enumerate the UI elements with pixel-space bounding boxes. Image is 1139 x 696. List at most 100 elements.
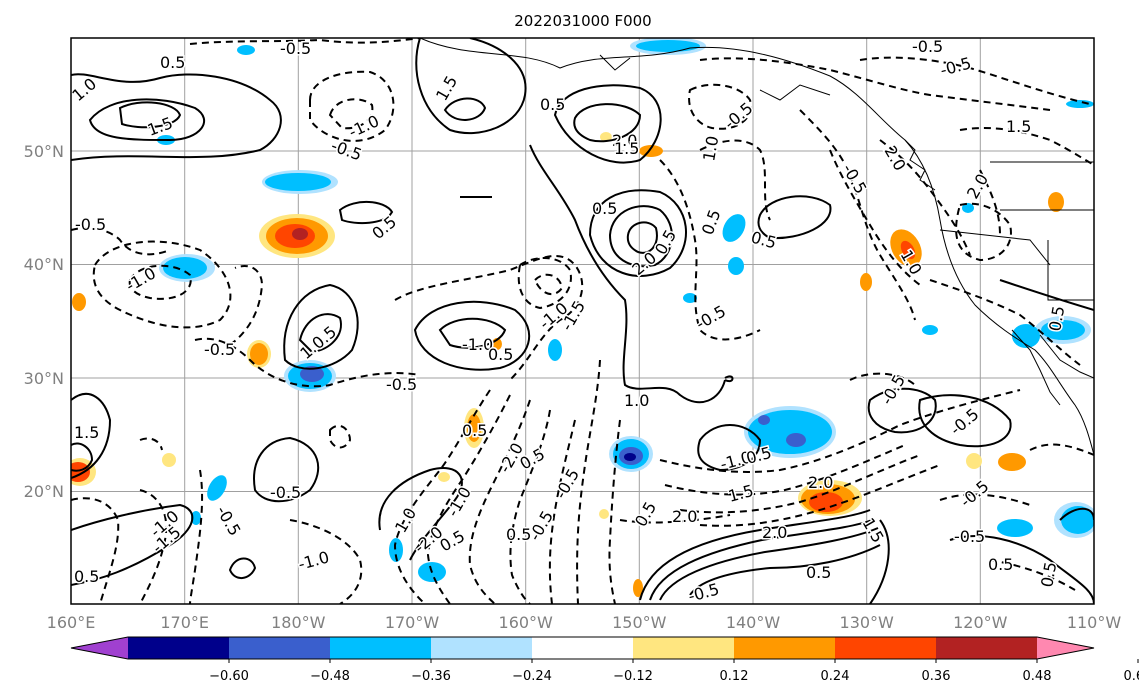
shaded-blob bbox=[237, 45, 255, 55]
colorbar-segment bbox=[633, 637, 735, 659]
contour-label: 0.5 bbox=[1045, 304, 1068, 332]
x-tick-label: 180°W bbox=[271, 613, 326, 632]
shaded-blob bbox=[548, 339, 562, 361]
x-tick-label: 160°E bbox=[47, 613, 96, 632]
colorbar-segment bbox=[532, 637, 634, 659]
shaded-blob bbox=[624, 453, 636, 461]
shaded-blob bbox=[997, 519, 1033, 537]
y-tick-label: 20°N bbox=[24, 482, 64, 501]
colorbar-tick-label: 0.24 bbox=[821, 669, 850, 684]
x-axis-ticks: 160°E 170°E 180°W 170°W 160°W 150°W 140°… bbox=[47, 613, 1122, 632]
shaded-blob bbox=[786, 433, 806, 447]
shaded-blob bbox=[633, 579, 643, 597]
dashed-contours bbox=[71, 38, 1094, 604]
shaded-anomalies bbox=[71, 38, 1094, 597]
contour-label: -0.5 bbox=[204, 340, 235, 359]
contour-label: 1.5 bbox=[614, 139, 639, 158]
solid-contours bbox=[71, 38, 1094, 604]
contour-label: 0.5 bbox=[592, 199, 617, 218]
map-frame bbox=[70, 37, 1095, 605]
colorbar-tick-label: 0.36 bbox=[922, 669, 951, 684]
colorbar-extend-low bbox=[71, 637, 128, 659]
contour-label: -1.0 bbox=[462, 335, 493, 354]
shaded-blob bbox=[250, 343, 268, 365]
map-area bbox=[71, 38, 1094, 604]
colorbar-tick-label: 0.48 bbox=[1023, 669, 1052, 684]
shaded-blob bbox=[636, 40, 700, 52]
shaded-blob bbox=[728, 257, 744, 275]
contour-label: 2.0 bbox=[672, 507, 697, 526]
contour-label: 0.5 bbox=[540, 95, 565, 114]
x-tick-label: 170°W bbox=[385, 613, 440, 632]
contour-label: 1.5 bbox=[74, 423, 99, 442]
shaded-blob bbox=[860, 273, 872, 291]
shaded-blob bbox=[600, 132, 612, 142]
contour-label: -0.5 bbox=[75, 215, 106, 234]
colorbar-extend-high bbox=[1037, 637, 1094, 659]
contour-label: 0.5 bbox=[488, 345, 513, 364]
shaded-blob bbox=[1041, 320, 1085, 340]
shaded-blob bbox=[758, 415, 770, 425]
colorbar-segment bbox=[128, 637, 230, 659]
shaded-blob bbox=[72, 293, 86, 311]
shaded-blob bbox=[292, 228, 308, 240]
colorbar: −0.60 −0.48 −0.36 −0.24 −0.12 0.12 0.24 0.36 0.4… bbox=[70, 636, 1139, 684]
shaded-blob bbox=[599, 509, 609, 519]
contour-label: 2.0 bbox=[612, 131, 637, 150]
shaded-blob bbox=[1048, 192, 1064, 212]
colorbar-tick-label: −0.36 bbox=[411, 669, 451, 684]
shaded-blob bbox=[1012, 324, 1040, 348]
x-tick-label: 160°W bbox=[499, 613, 554, 632]
colorbar-tick-label: −0.24 bbox=[512, 669, 552, 684]
contour-label: 1.0 bbox=[624, 391, 649, 410]
contour-label: 0.5 bbox=[988, 555, 1013, 574]
y-tick-label: 30°N bbox=[24, 369, 64, 388]
colorbar-segment bbox=[330, 637, 432, 659]
contour-label: 0.5 bbox=[74, 567, 99, 586]
x-tick-label: 110°W bbox=[1067, 613, 1122, 632]
shaded-blob bbox=[191, 511, 201, 525]
contour-label: -0.5 bbox=[386, 375, 417, 394]
colorbar-segment bbox=[734, 637, 836, 659]
shaded-blob bbox=[639, 145, 663, 157]
shaded-blob bbox=[1066, 100, 1094, 108]
contour-label: 1.5 bbox=[1006, 117, 1031, 136]
contour-label: 2.0 bbox=[762, 523, 787, 542]
shaded-blob bbox=[998, 453, 1026, 471]
colorbar-tick-label: 0.12 bbox=[720, 669, 749, 684]
shaded-blob bbox=[966, 453, 982, 469]
colorbar-tick-label: 0.60 bbox=[1124, 669, 1139, 684]
shaded-blob bbox=[71, 462, 90, 482]
contour-label: 0.5 bbox=[160, 53, 185, 72]
coastlines bbox=[419, 38, 1094, 456]
shaded-blob bbox=[900, 240, 916, 260]
y-tick-label: 40°N bbox=[24, 255, 64, 274]
x-tick-label: 130°W bbox=[840, 613, 895, 632]
colorbar-segment bbox=[936, 637, 1038, 659]
colorbar-segment bbox=[229, 637, 331, 659]
contour-label: 1.0 bbox=[699, 134, 722, 162]
gridlines bbox=[71, 38, 1094, 604]
shaded-blob bbox=[962, 203, 974, 213]
contour-label: -0.5 bbox=[686, 579, 721, 605]
contour-label: 0.5 bbox=[806, 563, 831, 582]
colorbar-tick-label: −0.12 bbox=[613, 669, 653, 684]
x-tick-label: 120°W bbox=[953, 613, 1008, 632]
shaded-blob bbox=[265, 173, 331, 191]
shaded-blob bbox=[722, 214, 746, 242]
map-title: 2022031000 F000 bbox=[514, 12, 651, 30]
colorbar-segment bbox=[835, 637, 937, 659]
y-axis-ticks: 50°N 40°N 30°N 20°N bbox=[24, 142, 64, 501]
shaded-blob bbox=[300, 366, 324, 382]
x-tick-label: 170°E bbox=[160, 613, 209, 632]
shaded-blob bbox=[389, 538, 403, 562]
shaded-blob bbox=[162, 453, 176, 467]
contour-label: 0.5 bbox=[506, 525, 531, 544]
contour-label: -0.5 bbox=[954, 527, 985, 546]
colorbar-segment bbox=[431, 637, 533, 659]
colorbar-tick-label: −0.60 bbox=[209, 669, 249, 684]
colorbar-tick-label: −0.48 bbox=[310, 669, 350, 684]
shaded-blob bbox=[809, 492, 843, 512]
